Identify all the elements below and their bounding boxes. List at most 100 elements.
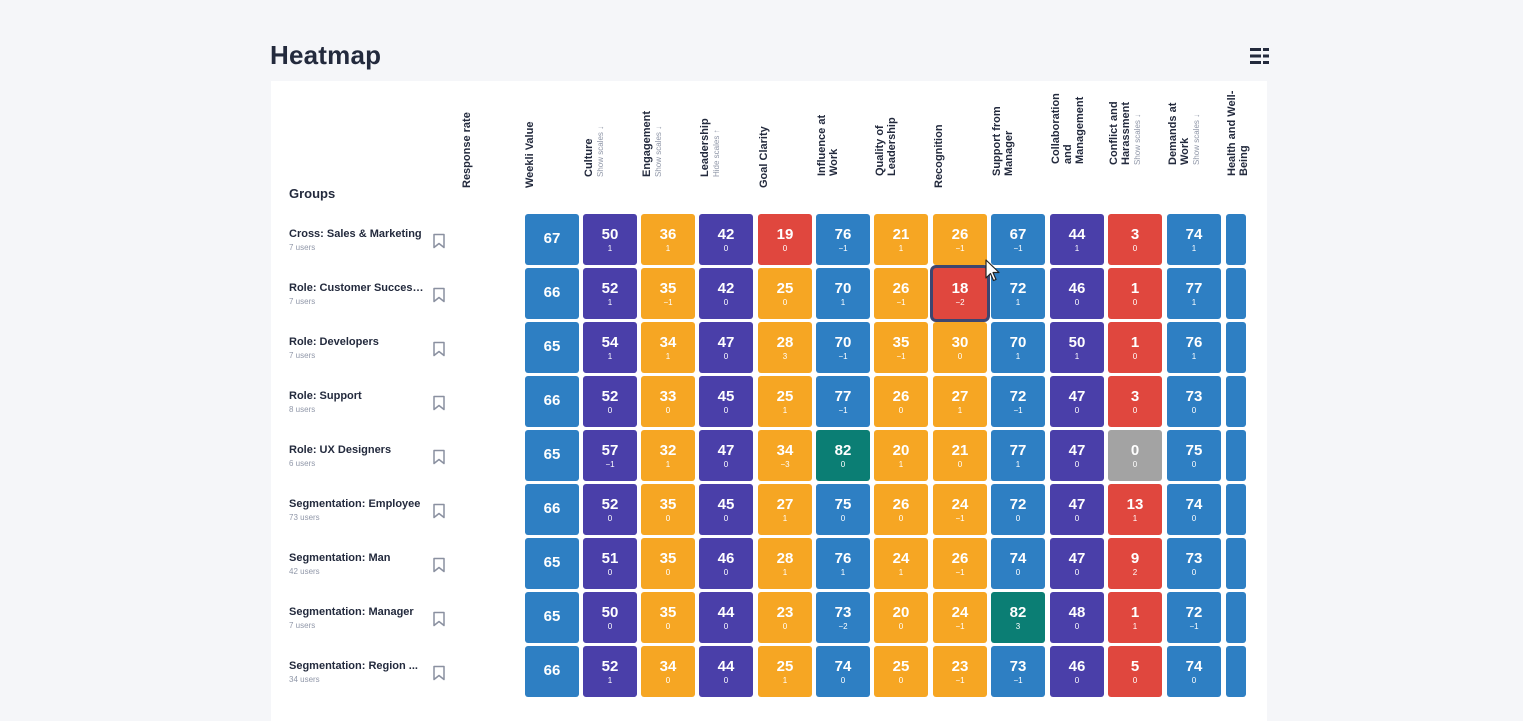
column-header[interactable]: Weekli Value bbox=[524, 81, 580, 200]
heatmap-cell[interactable]: 76 −1 bbox=[816, 214, 870, 265]
heatmap-cell[interactable]: 46 0 bbox=[1050, 268, 1104, 319]
heatmap-cell[interactable]: 44 0 bbox=[699, 592, 753, 643]
heatmap-cell[interactable]: 77 −1 bbox=[816, 376, 870, 427]
heatmap-cell[interactable]: 21 0 bbox=[933, 430, 987, 481]
heatmap-cell[interactable]: 45 0 bbox=[699, 376, 753, 427]
heatmap-cell[interactable]: 25 0 bbox=[758, 268, 812, 319]
heatmap-cell[interactable]: 26 −1 bbox=[933, 538, 987, 589]
heatmap-cell[interactable]: 26 0 bbox=[874, 484, 928, 535]
heatmap-cell[interactable]: 77 1 bbox=[991, 430, 1045, 481]
scales-toggle[interactable]: Show scales ↓ bbox=[1133, 113, 1142, 165]
heatmap-cell[interactable]: 74 0 bbox=[991, 538, 1045, 589]
heatmap-cell[interactable]: 24 −1 bbox=[933, 592, 987, 643]
group-name[interactable]: Segmentation: Employee bbox=[289, 498, 421, 510]
heatmap-cell[interactable]: 25 0 bbox=[874, 646, 928, 697]
heatmap-cell[interactable]: 51 0 bbox=[583, 538, 637, 589]
heatmap-cell[interactable]: 76 1 bbox=[1167, 322, 1221, 373]
heatmap-cell[interactable]: 46 0 bbox=[1050, 646, 1104, 697]
bookmark-icon[interactable] bbox=[432, 665, 446, 681]
heatmap-cell[interactable]: 35 −1 bbox=[641, 268, 695, 319]
table-menu-icon[interactable] bbox=[1250, 47, 1270, 65]
heatmap-cell[interactable]: 48 0 bbox=[1050, 592, 1104, 643]
heatmap-cell[interactable]: 47 0 bbox=[1050, 484, 1104, 535]
heatmap-cell-health-partial[interactable] bbox=[1226, 430, 1246, 481]
bookmark-icon[interactable] bbox=[432, 449, 446, 465]
group-name[interactable]: Role: Support bbox=[289, 390, 362, 402]
heatmap-cell[interactable]: 30 0 bbox=[933, 322, 987, 373]
heatmap-cell[interactable]: 52 1 bbox=[583, 646, 637, 697]
heatmap-cell[interactable]: 35 0 bbox=[641, 592, 695, 643]
heatmap-cell[interactable]: 45 0 bbox=[699, 484, 753, 535]
bookmark-icon[interactable] bbox=[432, 341, 446, 357]
heatmap-cell[interactable]: 50 1 bbox=[1050, 322, 1104, 373]
bookmark-icon[interactable] bbox=[432, 287, 446, 303]
heatmap-cell[interactable]: 72 1 bbox=[991, 268, 1045, 319]
heatmap-cell[interactable]: 19 0 bbox=[758, 214, 812, 265]
heatmap-cell[interactable]: 47 0 bbox=[1050, 538, 1104, 589]
heatmap-cell-health-partial[interactable] bbox=[1226, 646, 1246, 697]
heatmap-cell-weekly-value[interactable]: 65 bbox=[525, 538, 579, 589]
heatmap-cell[interactable]: 50 0 bbox=[583, 592, 637, 643]
scales-toggle[interactable]: Show scales ↓ bbox=[1192, 113, 1201, 165]
column-header[interactable]: Response rate bbox=[461, 81, 517, 200]
heatmap-cell[interactable]: 23 0 bbox=[758, 592, 812, 643]
heatmap-cell[interactable]: 24 −1 bbox=[933, 484, 987, 535]
heatmap-cell[interactable]: 47 0 bbox=[1050, 430, 1104, 481]
heatmap-cell[interactable]: 47 0 bbox=[699, 322, 753, 373]
heatmap-cell-health-partial[interactable] bbox=[1226, 322, 1246, 373]
heatmap-cell-weekly-value[interactable]: 67 bbox=[525, 214, 579, 265]
heatmap-cell-health-partial[interactable] bbox=[1226, 376, 1246, 427]
bookmark-icon[interactable] bbox=[432, 395, 446, 411]
group-name[interactable]: Segmentation: Manager bbox=[289, 606, 414, 618]
heatmap-cell[interactable]: 52 0 bbox=[583, 484, 637, 535]
heatmap-cell[interactable]: 27 1 bbox=[933, 376, 987, 427]
heatmap-cell[interactable]: 67 −1 bbox=[991, 214, 1045, 265]
heatmap-cell[interactable]: 82 3 bbox=[991, 592, 1045, 643]
heatmap-cell-health-partial[interactable] bbox=[1226, 538, 1246, 589]
scales-toggle[interactable]: Hide scales ↑ bbox=[712, 129, 721, 177]
group-name[interactable]: Segmentation: Region ... bbox=[289, 660, 418, 672]
heatmap-cell[interactable]: 72 −1 bbox=[1167, 592, 1221, 643]
heatmap-cell[interactable]: 35 0 bbox=[641, 538, 695, 589]
heatmap-cell[interactable]: 44 0 bbox=[699, 646, 753, 697]
bookmark-icon[interactable] bbox=[432, 557, 446, 573]
bookmark-icon[interactable] bbox=[432, 503, 446, 519]
heatmap-cell[interactable]: 73 −2 bbox=[816, 592, 870, 643]
group-name[interactable]: Role: UX Designers bbox=[289, 444, 392, 456]
heatmap-cell[interactable]: 28 1 bbox=[758, 538, 812, 589]
heatmap-cell[interactable]: 74 1 bbox=[1167, 214, 1221, 265]
heatmap-cell-weekly-value[interactable]: 66 bbox=[525, 646, 579, 697]
heatmap-cell[interactable]: 28 3 bbox=[758, 322, 812, 373]
heatmap-cell[interactable]: 76 1 bbox=[816, 538, 870, 589]
heatmap-cell[interactable]: 70 −1 bbox=[816, 322, 870, 373]
group-name[interactable]: Role: Customer Success... bbox=[289, 282, 425, 294]
column-header[interactable]: Engagement Show scales ↓ bbox=[641, 81, 697, 200]
heatmap-cell-weekly-value[interactable]: 66 bbox=[525, 268, 579, 319]
scales-toggle[interactable]: Show scales ↓ bbox=[654, 125, 663, 177]
heatmap-cell[interactable]: 52 1 bbox=[583, 268, 637, 319]
heatmap-cell[interactable]: 74 0 bbox=[816, 646, 870, 697]
column-header[interactable]: Demands at Work Show scales ↓ bbox=[1167, 81, 1223, 200]
column-header[interactable]: Leadership Hide scales ↑ bbox=[699, 81, 755, 200]
heatmap-cell[interactable]: 46 0 bbox=[699, 538, 753, 589]
heatmap-cell[interactable]: 24 1 bbox=[874, 538, 928, 589]
bookmark-icon[interactable] bbox=[432, 233, 446, 249]
group-name[interactable]: Role: Developers bbox=[289, 336, 379, 348]
column-header[interactable]: Influence at Work bbox=[816, 81, 872, 200]
heatmap-cell-weekly-value[interactable]: 65 bbox=[525, 592, 579, 643]
heatmap-cell[interactable]: 21 1 bbox=[874, 214, 928, 265]
heatmap-cell[interactable]: 26 0 bbox=[874, 376, 928, 427]
heatmap-cell[interactable]: 13 1 bbox=[1108, 484, 1162, 535]
column-header[interactable]: Conflict and Harassment Show scales ↓ bbox=[1108, 81, 1164, 200]
heatmap-cell[interactable]: 20 1 bbox=[874, 430, 928, 481]
column-header[interactable]: Collaboration and Management bbox=[1050, 81, 1106, 200]
heatmap-cell[interactable]: 57 −1 bbox=[583, 430, 637, 481]
heatmap-cell[interactable]: 73 0 bbox=[1167, 538, 1221, 589]
heatmap-cell[interactable]: 42 0 bbox=[699, 268, 753, 319]
heatmap-cell[interactable]: 75 0 bbox=[1167, 430, 1221, 481]
heatmap-cell[interactable]: 73 −1 bbox=[991, 646, 1045, 697]
